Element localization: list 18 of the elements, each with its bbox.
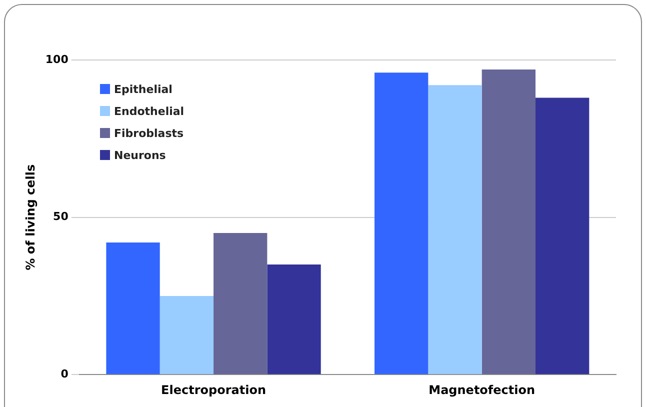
bar xyxy=(106,242,160,374)
x-tick-label: Electroporation xyxy=(161,382,266,397)
bar xyxy=(374,72,428,374)
bar xyxy=(267,264,321,374)
y-tick-label: 50 xyxy=(53,210,69,224)
bar xyxy=(428,85,482,374)
y-axis-title: % of living cells xyxy=(23,164,38,270)
bar xyxy=(536,98,590,374)
y-tick-label: 100 xyxy=(45,52,69,66)
legend-label: Endothelial xyxy=(114,104,184,118)
bar xyxy=(160,296,214,374)
legend-label: Neurons xyxy=(114,148,166,162)
y-tick-label: 0 xyxy=(60,367,69,380)
bar xyxy=(214,233,268,374)
legend-label: Epithelial xyxy=(114,82,172,96)
x-tick-label: Magnetofection xyxy=(428,382,536,397)
bar xyxy=(482,69,536,374)
legend-label: Fibroblasts xyxy=(114,126,184,140)
